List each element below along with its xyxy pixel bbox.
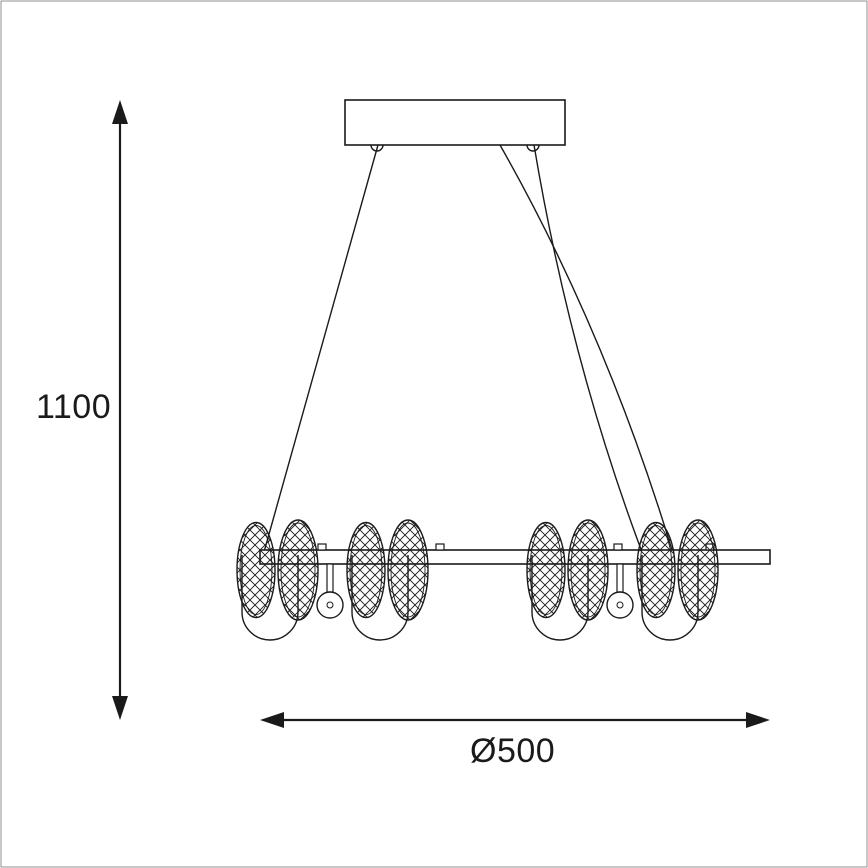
diameter-label: Ø500 [470, 732, 555, 770]
vertical-dimension: 1100 [36, 100, 128, 720]
lamp-cluster [347, 520, 428, 640]
height-label: 1100 [36, 388, 111, 426]
lamp-cluster [527, 520, 633, 640]
horizontal-dimension: Ø500 [260, 712, 770, 770]
ceiling-canopy [345, 100, 565, 151]
suspension-wires [264, 145, 672, 552]
lamp-cluster [237, 520, 343, 640]
lamp-clusters [237, 520, 718, 640]
lamp-cluster [637, 520, 718, 640]
